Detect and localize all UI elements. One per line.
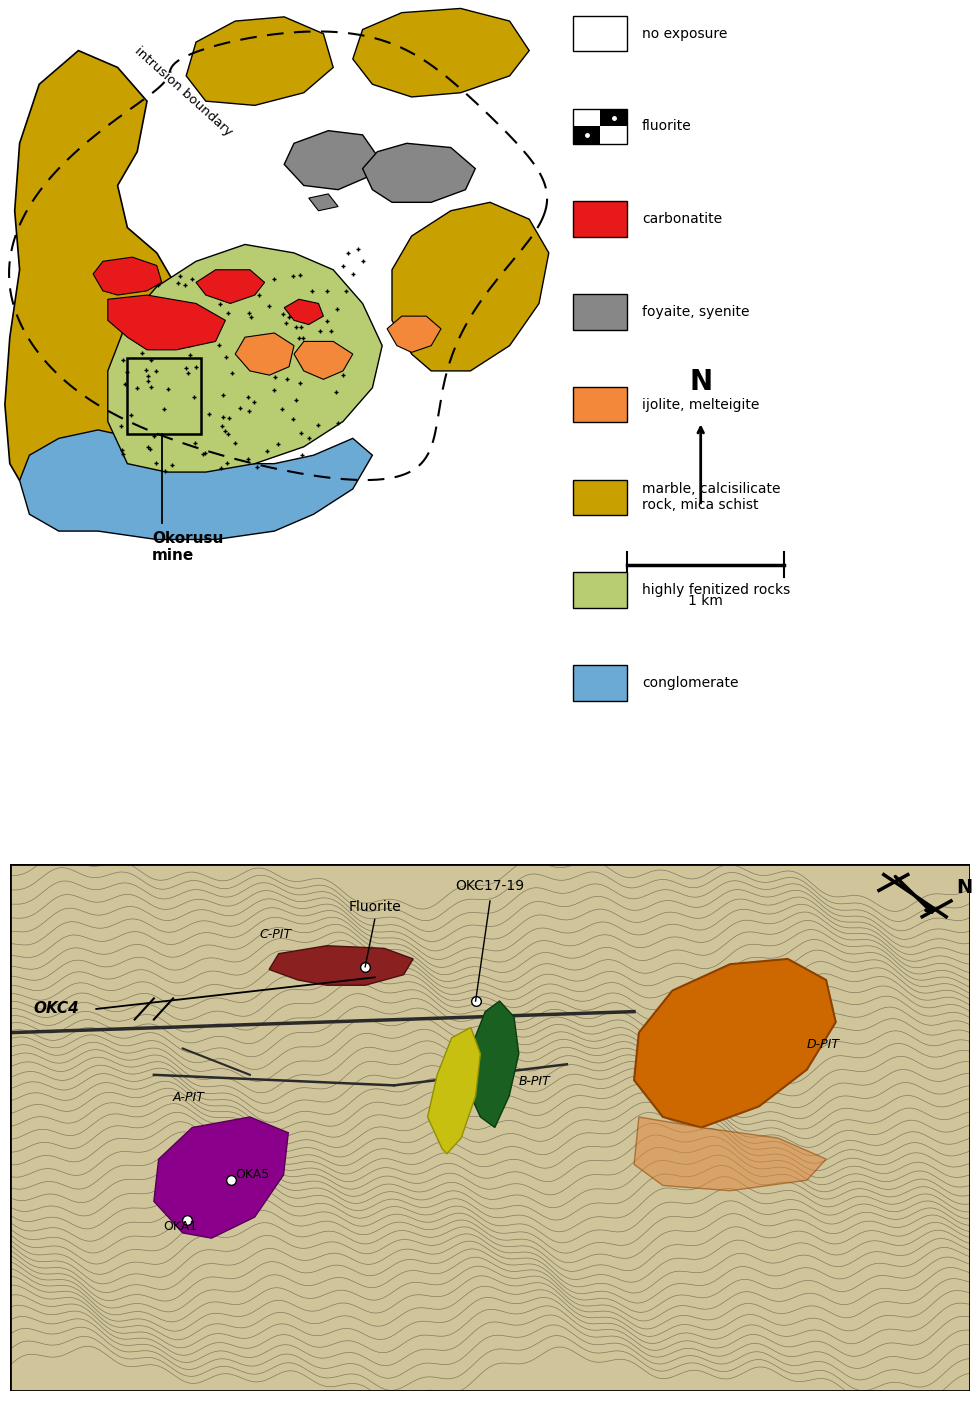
Text: marble, calcisilicate
rock, mica schist: marble, calcisilicate rock, mica schist (642, 482, 780, 513)
Polygon shape (154, 1117, 288, 1238)
Text: OKA1: OKA1 (164, 1221, 198, 1234)
Bar (600, 108, 627, 126)
Polygon shape (284, 131, 377, 190)
Polygon shape (309, 194, 338, 211)
Polygon shape (196, 270, 265, 303)
Text: D-PIT: D-PIT (807, 1038, 840, 1051)
Polygon shape (634, 1117, 826, 1190)
Bar (573, 15, 627, 52)
Polygon shape (353, 8, 529, 97)
Polygon shape (270, 946, 414, 985)
Text: conglomerate: conglomerate (642, 676, 738, 690)
Text: C-PIT: C-PIT (260, 927, 292, 941)
Text: OKA5: OKA5 (235, 1168, 270, 1180)
Bar (573, 665, 627, 701)
Text: no exposure: no exposure (642, 27, 727, 41)
Polygon shape (108, 244, 382, 472)
Text: N: N (956, 878, 972, 898)
Polygon shape (634, 958, 836, 1127)
Text: OKC4: OKC4 (33, 1002, 79, 1016)
Polygon shape (392, 202, 549, 371)
Polygon shape (363, 143, 475, 202)
Text: OKC17-19: OKC17-19 (456, 880, 524, 894)
Polygon shape (294, 341, 353, 379)
Bar (573, 294, 627, 330)
Text: carbonatite: carbonatite (642, 212, 722, 226)
Text: fluorite: fluorite (642, 119, 692, 133)
Bar (127, 358, 201, 434)
Polygon shape (20, 430, 372, 540)
Polygon shape (5, 51, 176, 489)
Text: ijolite, melteigite: ijolite, melteigite (642, 398, 760, 412)
Polygon shape (466, 1000, 518, 1127)
Polygon shape (93, 257, 162, 295)
Polygon shape (427, 1027, 480, 1154)
Polygon shape (186, 17, 333, 105)
Bar (573, 572, 627, 608)
Polygon shape (108, 295, 225, 350)
Bar (573, 126, 600, 145)
Text: 1 km: 1 km (688, 594, 723, 608)
Text: intrusion boundary: intrusion boundary (132, 45, 235, 139)
Text: N: N (689, 368, 712, 396)
Bar (573, 201, 627, 237)
Text: Fluorite: Fluorite (348, 901, 401, 915)
Bar (573, 108, 627, 145)
Text: Okorusu
mine: Okorusu mine (152, 531, 223, 563)
Text: foyaite, syenite: foyaite, syenite (642, 305, 750, 319)
Polygon shape (387, 316, 441, 353)
Polygon shape (284, 299, 323, 325)
Bar (573, 386, 627, 423)
Polygon shape (235, 333, 294, 375)
Text: A-PIT: A-PIT (173, 1092, 205, 1104)
Text: highly fenitized rocks: highly fenitized rocks (642, 583, 790, 597)
Bar (573, 479, 627, 516)
Text: B-PIT: B-PIT (518, 1075, 551, 1089)
